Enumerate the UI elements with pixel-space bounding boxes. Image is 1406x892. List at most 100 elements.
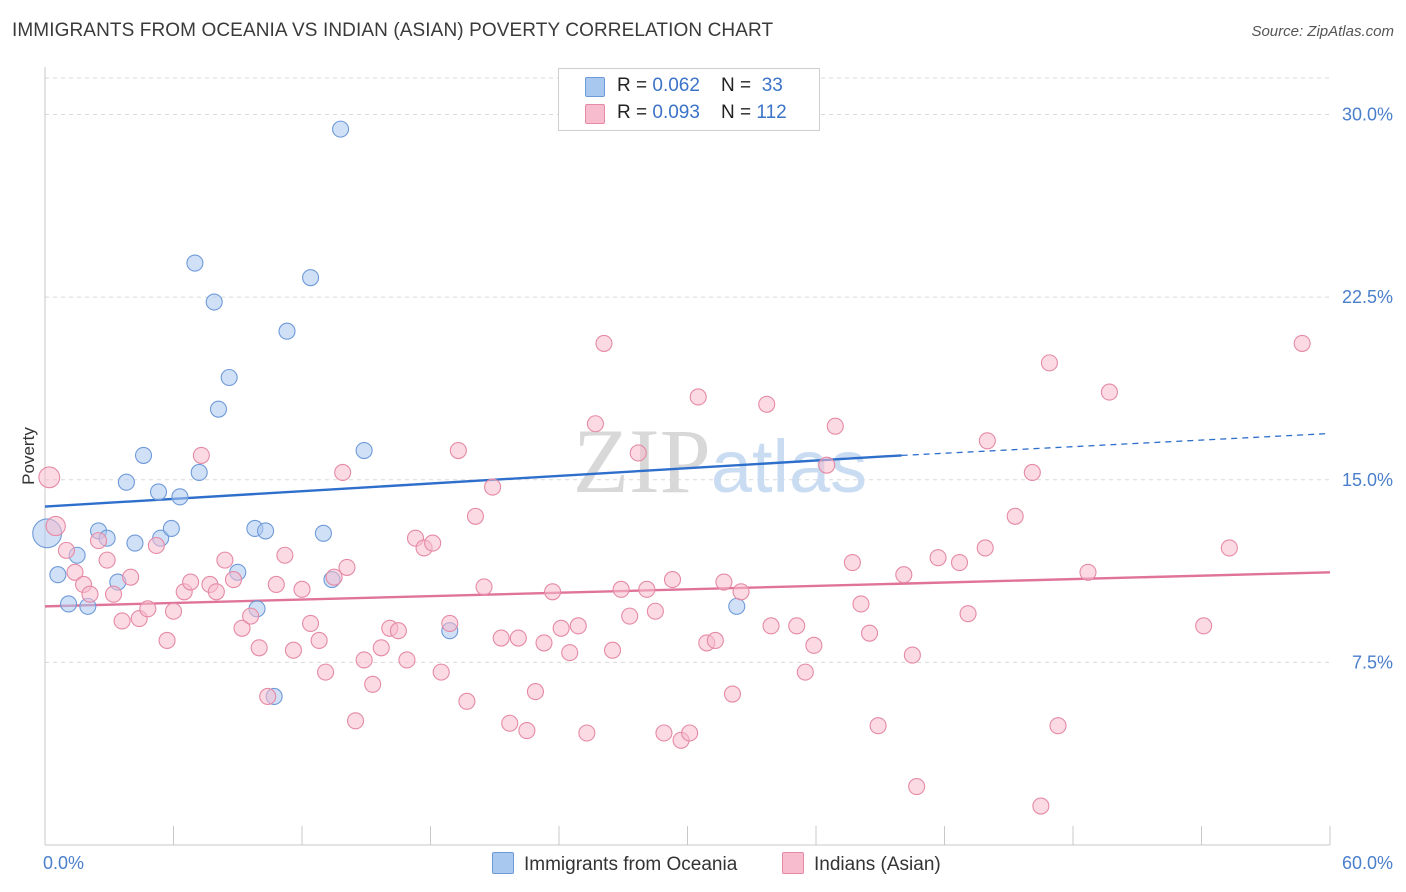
legend-swatch-oceania [585,77,605,97]
indian-point-43 [398,651,416,669]
oceania-point-18 [209,400,228,418]
indian-point-21 [216,551,234,569]
indian-point-84 [762,617,780,635]
series-oceania-points [32,120,746,706]
oceania-point-19 [220,368,238,387]
indian-point-49 [449,441,467,460]
indian-point-110 [1220,539,1238,557]
axes [44,67,1331,846]
indian-point-98 [950,553,969,572]
indian-point-37 [346,712,365,730]
oceania-point-32 [728,597,746,615]
indian-point-70 [629,444,647,462]
indian-point-42 [389,622,407,640]
oceania-point-30 [355,441,373,460]
indian-point-86 [796,663,814,681]
oceania-trend-extension [901,432,1331,457]
legend-text-oceania: R = 0.062 N = 33 [617,75,783,96]
indian-point-5 [81,585,99,603]
correlation-legend: R = 0.062 N = 33 R = 0.093 N = 112 [558,68,820,131]
indian-point-104 [1032,797,1050,815]
indian-point-74 [663,571,682,589]
indian-point-8 [104,585,123,603]
indian-point-59 [535,634,553,652]
indian-point-111 [1293,334,1311,352]
oceania-point-16 [190,463,208,482]
chart-title: IMMIGRANTS FROM OCEANIA VS INDIAN (ASIAN… [12,20,774,41]
indian-point-32 [310,631,328,650]
indian-point-35 [334,463,352,482]
indian-point-91 [852,595,870,613]
bottom-legend-indian: Indians (Asian) [782,852,941,876]
indian-point-87 [805,636,823,654]
indian-point-9 [113,612,131,630]
indian-point-0 [38,466,61,489]
legend-row-indian: R = 0.093 N = 112 [559,100,819,127]
indian-point-51 [466,507,485,525]
indian-point-17 [182,573,200,591]
indian-point-6 [89,532,108,550]
indian-point-81 [723,685,742,703]
indian-point-46 [424,534,442,552]
indian-point-31 [302,614,320,632]
indian-point-25 [250,639,268,657]
indian-point-109 [1195,617,1213,635]
indian-point-38 [355,651,373,669]
indian-point-100 [976,539,994,557]
oceania-point-9 [126,534,144,552]
indian-point-64 [578,724,596,742]
indian-point-83 [758,395,776,413]
indian-point-69 [621,607,639,625]
indian-point-40 [372,639,390,657]
indian-point-71 [638,580,656,598]
indian-point-76 [681,724,699,742]
source-label: Source: ZipAtlas.com [1251,23,1394,40]
indian-point-36 [338,558,356,576]
indian-point-92 [860,624,879,642]
oceania-point-23 [257,522,275,540]
indian-point-61 [552,619,570,637]
oceania-point-8 [117,473,135,491]
indian-point-101 [978,432,996,450]
indian-point-27 [267,575,285,594]
indian-point-60 [544,583,562,601]
oceania-point-14 [171,488,189,506]
indian-point-20 [207,583,225,601]
indian-point-15 [164,602,183,620]
bottom-legend-swatch-indian [782,852,804,874]
indian-point-94 [895,566,913,584]
indian-point-13 [147,536,165,555]
y-tick-label-3: 30.0% [1342,105,1393,125]
indian-point-108 [1100,383,1118,401]
indian-point-14 [158,631,176,650]
indian-point-54 [492,629,510,647]
indian-point-65 [586,415,604,433]
indian-point-73 [655,724,673,742]
indian-point-95 [903,646,921,664]
indian-point-2 [57,541,75,559]
indian-point-90 [843,553,861,572]
legend-text-indian: R = 0.093 N = 112 [617,102,787,123]
y-axis-label: Poverty [19,427,38,485]
indian-point-88 [818,456,836,474]
indian-point-56 [509,629,527,647]
tick-labels: 7.5% 15.0% 22.5% 30.0% 0.0% 60.0% [43,105,1393,873]
indian-point-102 [1006,507,1024,525]
oceania-point-10 [134,446,153,464]
oceania-point-25 [278,322,296,340]
indian-point-106 [1049,717,1067,735]
indian-point-1 [45,515,66,537]
indian-point-50 [458,692,476,710]
indian-point-52 [475,578,493,596]
indian-point-99 [959,605,977,623]
oceania-point-17 [205,293,223,311]
indian-point-97 [929,549,947,567]
oceania-point-29 [331,120,350,138]
indian-point-22 [224,571,243,589]
oceania-point-27 [314,524,332,542]
indian-point-68 [612,580,630,598]
series-indian-points [38,334,1311,815]
indian-point-3 [66,563,84,581]
indian-point-89 [826,417,844,435]
